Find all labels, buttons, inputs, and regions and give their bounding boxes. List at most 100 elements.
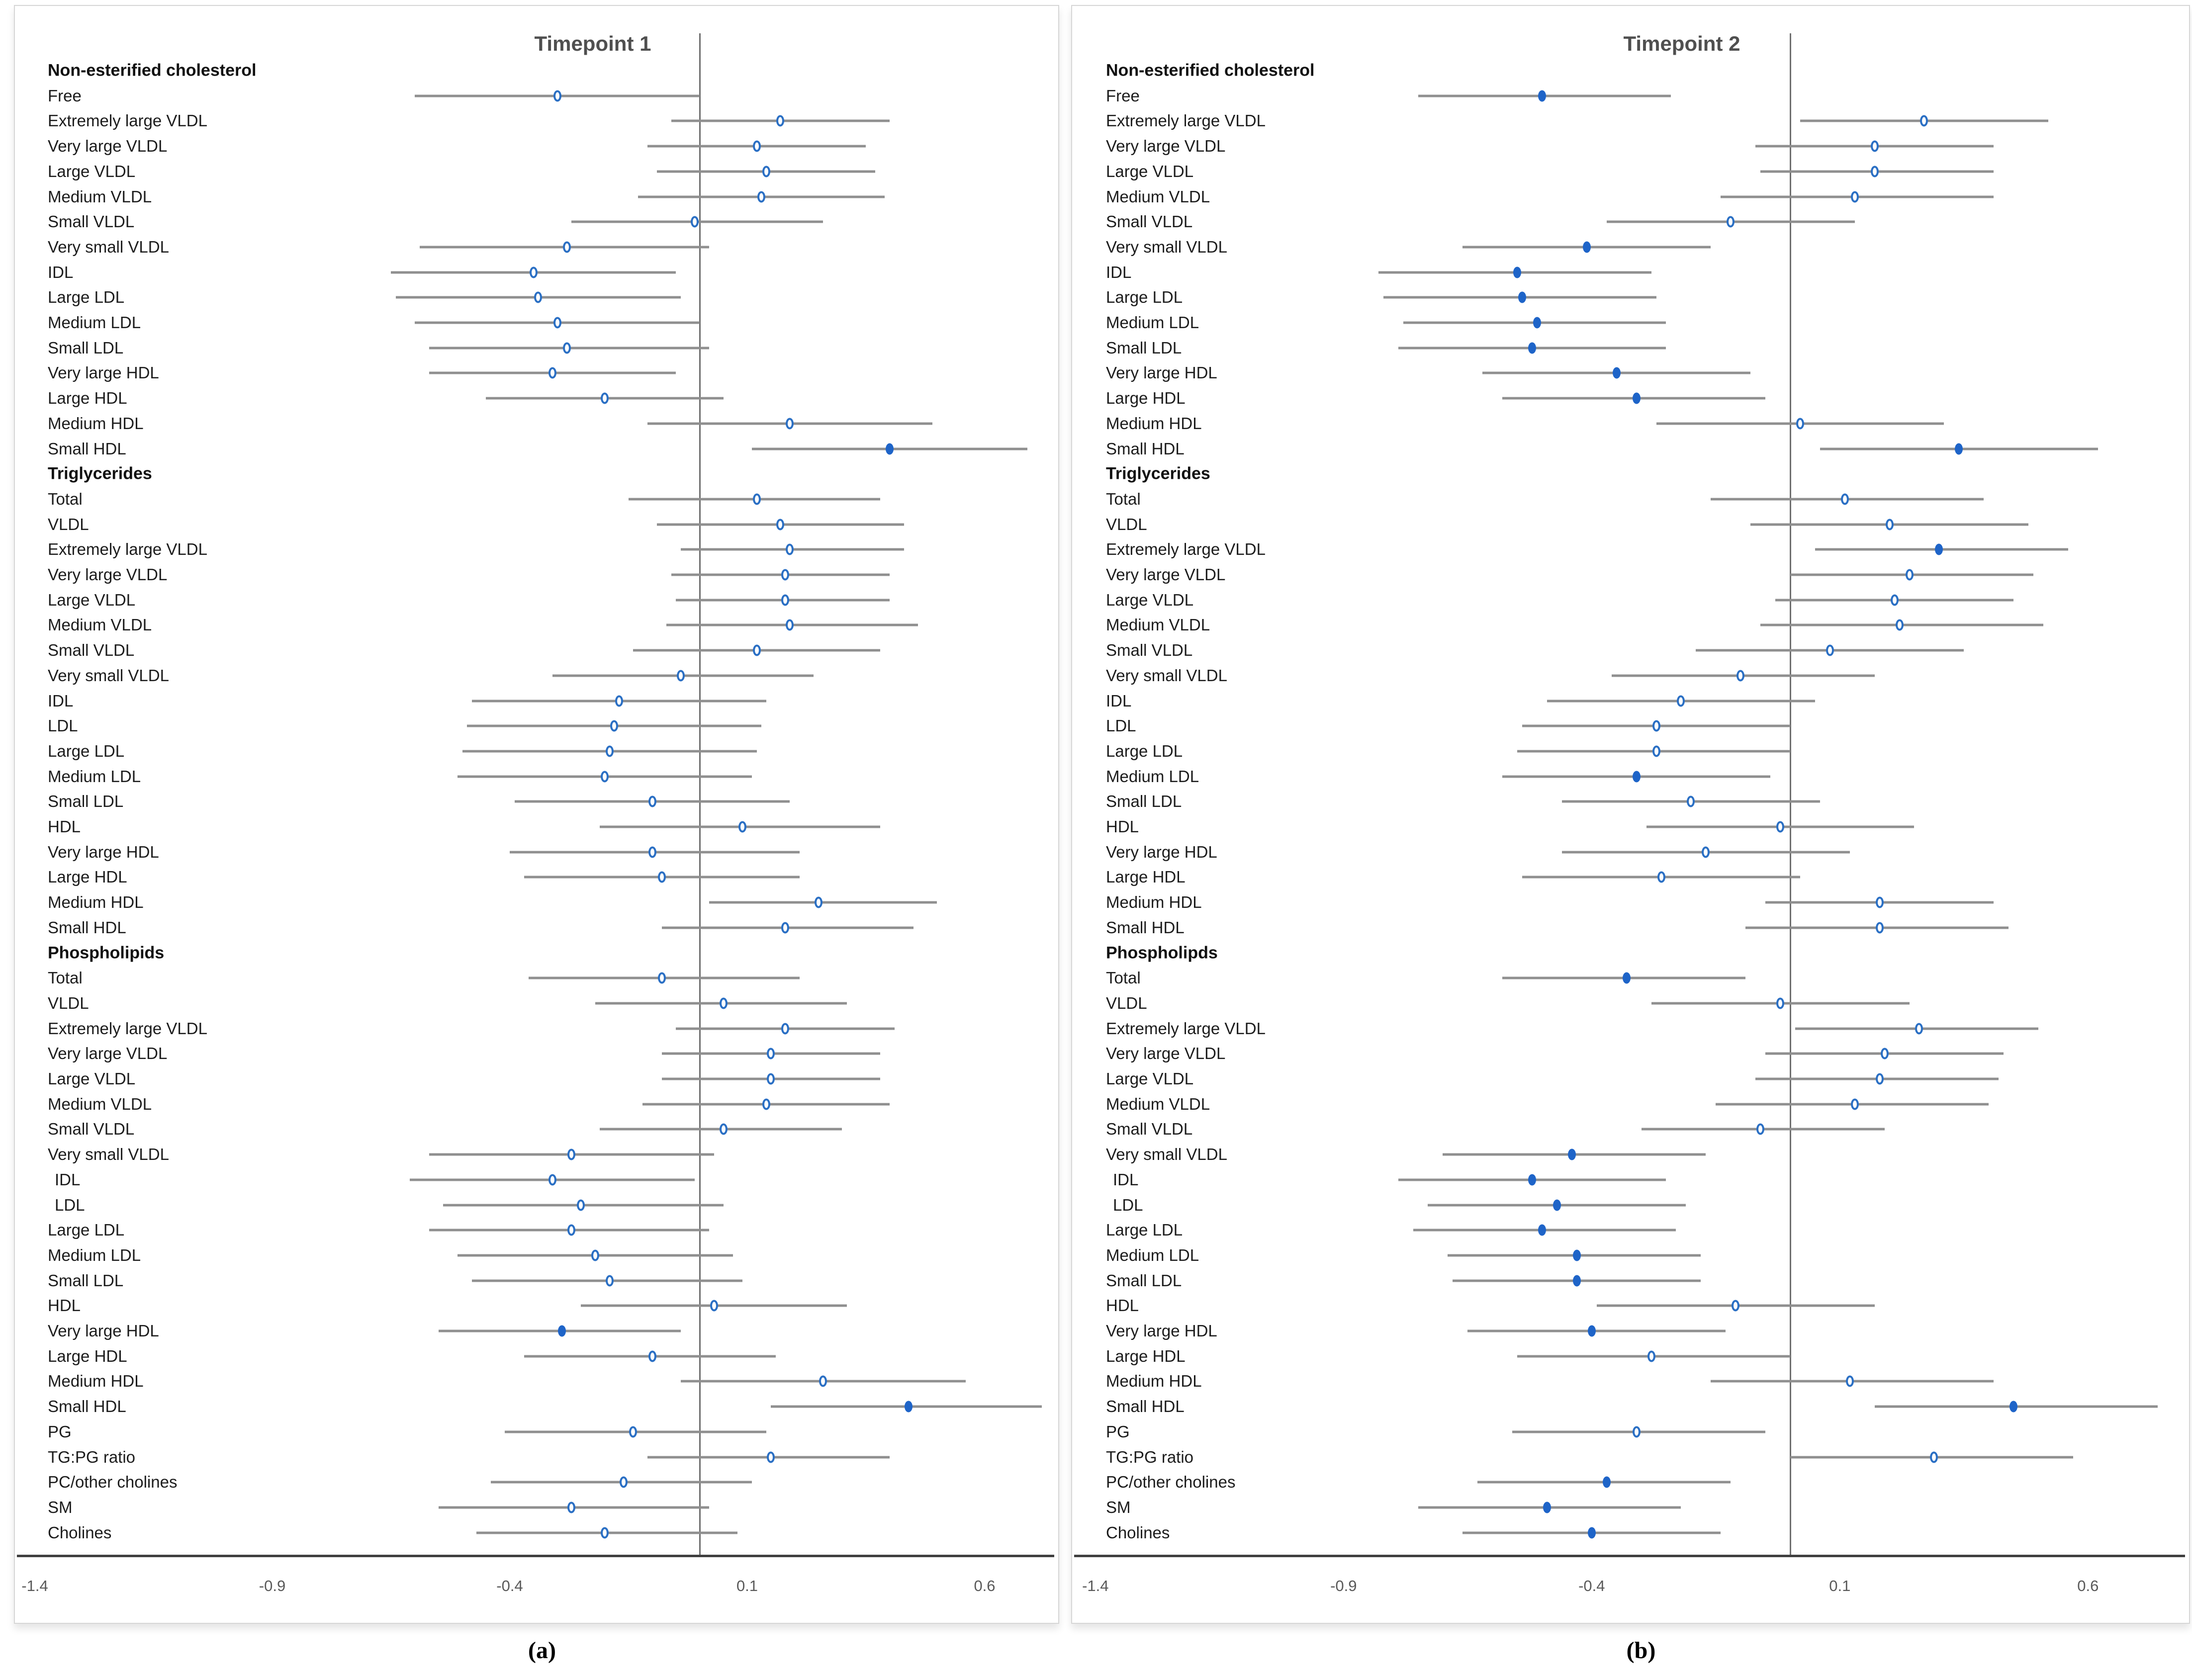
row-label: Medium LDL bbox=[48, 313, 141, 332]
point-marker-filled bbox=[558, 1325, 566, 1337]
row-label: Extremely large VLDL bbox=[1106, 111, 1266, 130]
point-marker-open bbox=[1727, 216, 1735, 228]
row-label: Large LDL bbox=[1106, 741, 1183, 760]
row-label: Medium HDL bbox=[48, 414, 144, 433]
point-marker-open bbox=[781, 1023, 789, 1035]
point-marker-open bbox=[657, 972, 666, 984]
point-marker-open bbox=[534, 291, 543, 303]
point-marker-open bbox=[767, 1073, 775, 1085]
point-marker-open bbox=[786, 418, 794, 430]
point-marker-open bbox=[752, 140, 761, 152]
row-label: Medium HDL bbox=[1106, 893, 1202, 912]
x-tick-label: 0.1 bbox=[1829, 1577, 1851, 1594]
point-marker-open bbox=[719, 1123, 728, 1135]
row-label: Medium HDL bbox=[1106, 1372, 1202, 1391]
point-marker-open bbox=[762, 166, 770, 177]
point-marker-open bbox=[1652, 745, 1660, 757]
point-marker-filled bbox=[886, 443, 894, 454]
row-label: Small HDL bbox=[1106, 1397, 1185, 1416]
point-marker-open bbox=[1850, 1098, 1859, 1110]
row-label: Small LDL bbox=[1106, 338, 1182, 357]
row-label: Small LDL bbox=[1106, 1271, 1182, 1290]
group-header: Phospholipids bbox=[48, 943, 165, 962]
point-marker-filled bbox=[1622, 972, 1631, 984]
row-label: Medium HDL bbox=[48, 893, 144, 912]
point-marker-open bbox=[786, 619, 794, 631]
x-axis-line bbox=[1074, 1555, 2185, 1557]
row-label: IDL bbox=[1106, 263, 1132, 281]
row-label: Medium VLDL bbox=[48, 187, 152, 206]
row-label: VLDL bbox=[1106, 993, 1147, 1012]
x-tick-label: -1.4 bbox=[21, 1577, 48, 1594]
row-label: Very small VLDL bbox=[48, 237, 169, 256]
row-label: Large VLDL bbox=[48, 1069, 136, 1088]
row-label: Very large VLDL bbox=[1106, 1044, 1226, 1063]
row-label: Large VLDL bbox=[1106, 1069, 1194, 1088]
row-label: Small LDL bbox=[48, 338, 124, 357]
point-marker-open bbox=[719, 997, 728, 1009]
point-marker-filled bbox=[1528, 342, 1537, 354]
confidence-interval-line bbox=[709, 901, 937, 904]
row-label: Medium VLDL bbox=[1106, 187, 1210, 206]
row-label: Free bbox=[48, 86, 82, 105]
row-label: Extremely large VLDL bbox=[1106, 1019, 1266, 1038]
row-label: Cholines bbox=[48, 1523, 112, 1542]
row-label: Large HDL bbox=[48, 868, 127, 886]
point-marker-open bbox=[1870, 140, 1879, 152]
point-marker-open bbox=[1796, 418, 1804, 430]
confidence-interval-line bbox=[1467, 1329, 1726, 1332]
group-header: Triglycerides bbox=[48, 464, 152, 483]
point-marker-open bbox=[610, 720, 619, 732]
row-label: Very large HDL bbox=[48, 1322, 159, 1340]
point-marker-open bbox=[1875, 922, 1884, 934]
chart-panel: Timepoint 2 Non-esterified cholesterol Fre… bbox=[1071, 5, 2190, 1624]
row-label: IDL bbox=[1113, 1170, 1139, 1189]
x-tick-label: -1.4 bbox=[1082, 1577, 1109, 1594]
row-label: PC/other cholines bbox=[48, 1473, 178, 1492]
row-label: Medium HDL bbox=[48, 1372, 144, 1391]
point-marker-open bbox=[776, 115, 785, 127]
point-marker-open bbox=[1885, 519, 1894, 531]
group-header: Phospholipds bbox=[1106, 943, 1218, 962]
row-label: Small HDL bbox=[48, 1397, 126, 1416]
row-label: Extremely large VLDL bbox=[48, 540, 207, 559]
row-label: Small VLDL bbox=[1106, 641, 1193, 660]
point-marker-open bbox=[1702, 846, 1710, 858]
point-marker-open bbox=[605, 745, 614, 757]
point-marker-filled bbox=[1935, 543, 1943, 555]
row-label: Medium VLDL bbox=[1106, 1094, 1210, 1113]
x-tick-label: -0.9 bbox=[259, 1577, 286, 1594]
point-marker-open bbox=[691, 216, 699, 228]
row-label: Medium LDL bbox=[1106, 1245, 1199, 1264]
row-label: Small HDL bbox=[48, 918, 126, 937]
row-label: Small LDL bbox=[48, 1271, 124, 1290]
point-marker-open bbox=[1875, 1073, 1884, 1085]
point-marker-open bbox=[767, 1048, 775, 1060]
row-label: Extremely large VLDL bbox=[48, 1019, 207, 1038]
point-marker-open bbox=[776, 519, 785, 531]
x-tick-label: 0.6 bbox=[974, 1577, 996, 1594]
row-label: VLDL bbox=[48, 993, 89, 1012]
point-marker-filled bbox=[1567, 1149, 1576, 1160]
group-header: Non-esterified cholesterol bbox=[1106, 61, 1315, 80]
row-label: IDL bbox=[48, 691, 74, 710]
panel-title: Timepoint 2 bbox=[1623, 32, 1740, 55]
row-label: LDL bbox=[55, 1195, 85, 1214]
point-marker-open bbox=[567, 1224, 576, 1236]
point-marker-open bbox=[1890, 594, 1899, 606]
point-marker-open bbox=[710, 1300, 718, 1312]
row-label: Total bbox=[1106, 969, 1141, 987]
row-label: TG:PG ratio bbox=[48, 1447, 136, 1466]
point-marker-open bbox=[762, 1098, 770, 1110]
x-axis-line bbox=[17, 1555, 1054, 1557]
point-marker-open bbox=[1776, 997, 1785, 1009]
point-marker-open bbox=[601, 1527, 609, 1539]
point-marker-filled bbox=[1538, 1224, 1546, 1236]
row-label: SM bbox=[1106, 1498, 1131, 1516]
point-marker-filled bbox=[1543, 1502, 1551, 1513]
row-label: Large LDL bbox=[1106, 288, 1183, 307]
point-marker-open bbox=[648, 1350, 656, 1362]
point-marker-filled bbox=[1587, 1527, 1596, 1539]
row-label: Small VLDL bbox=[48, 212, 135, 231]
point-marker-open bbox=[553, 90, 561, 102]
